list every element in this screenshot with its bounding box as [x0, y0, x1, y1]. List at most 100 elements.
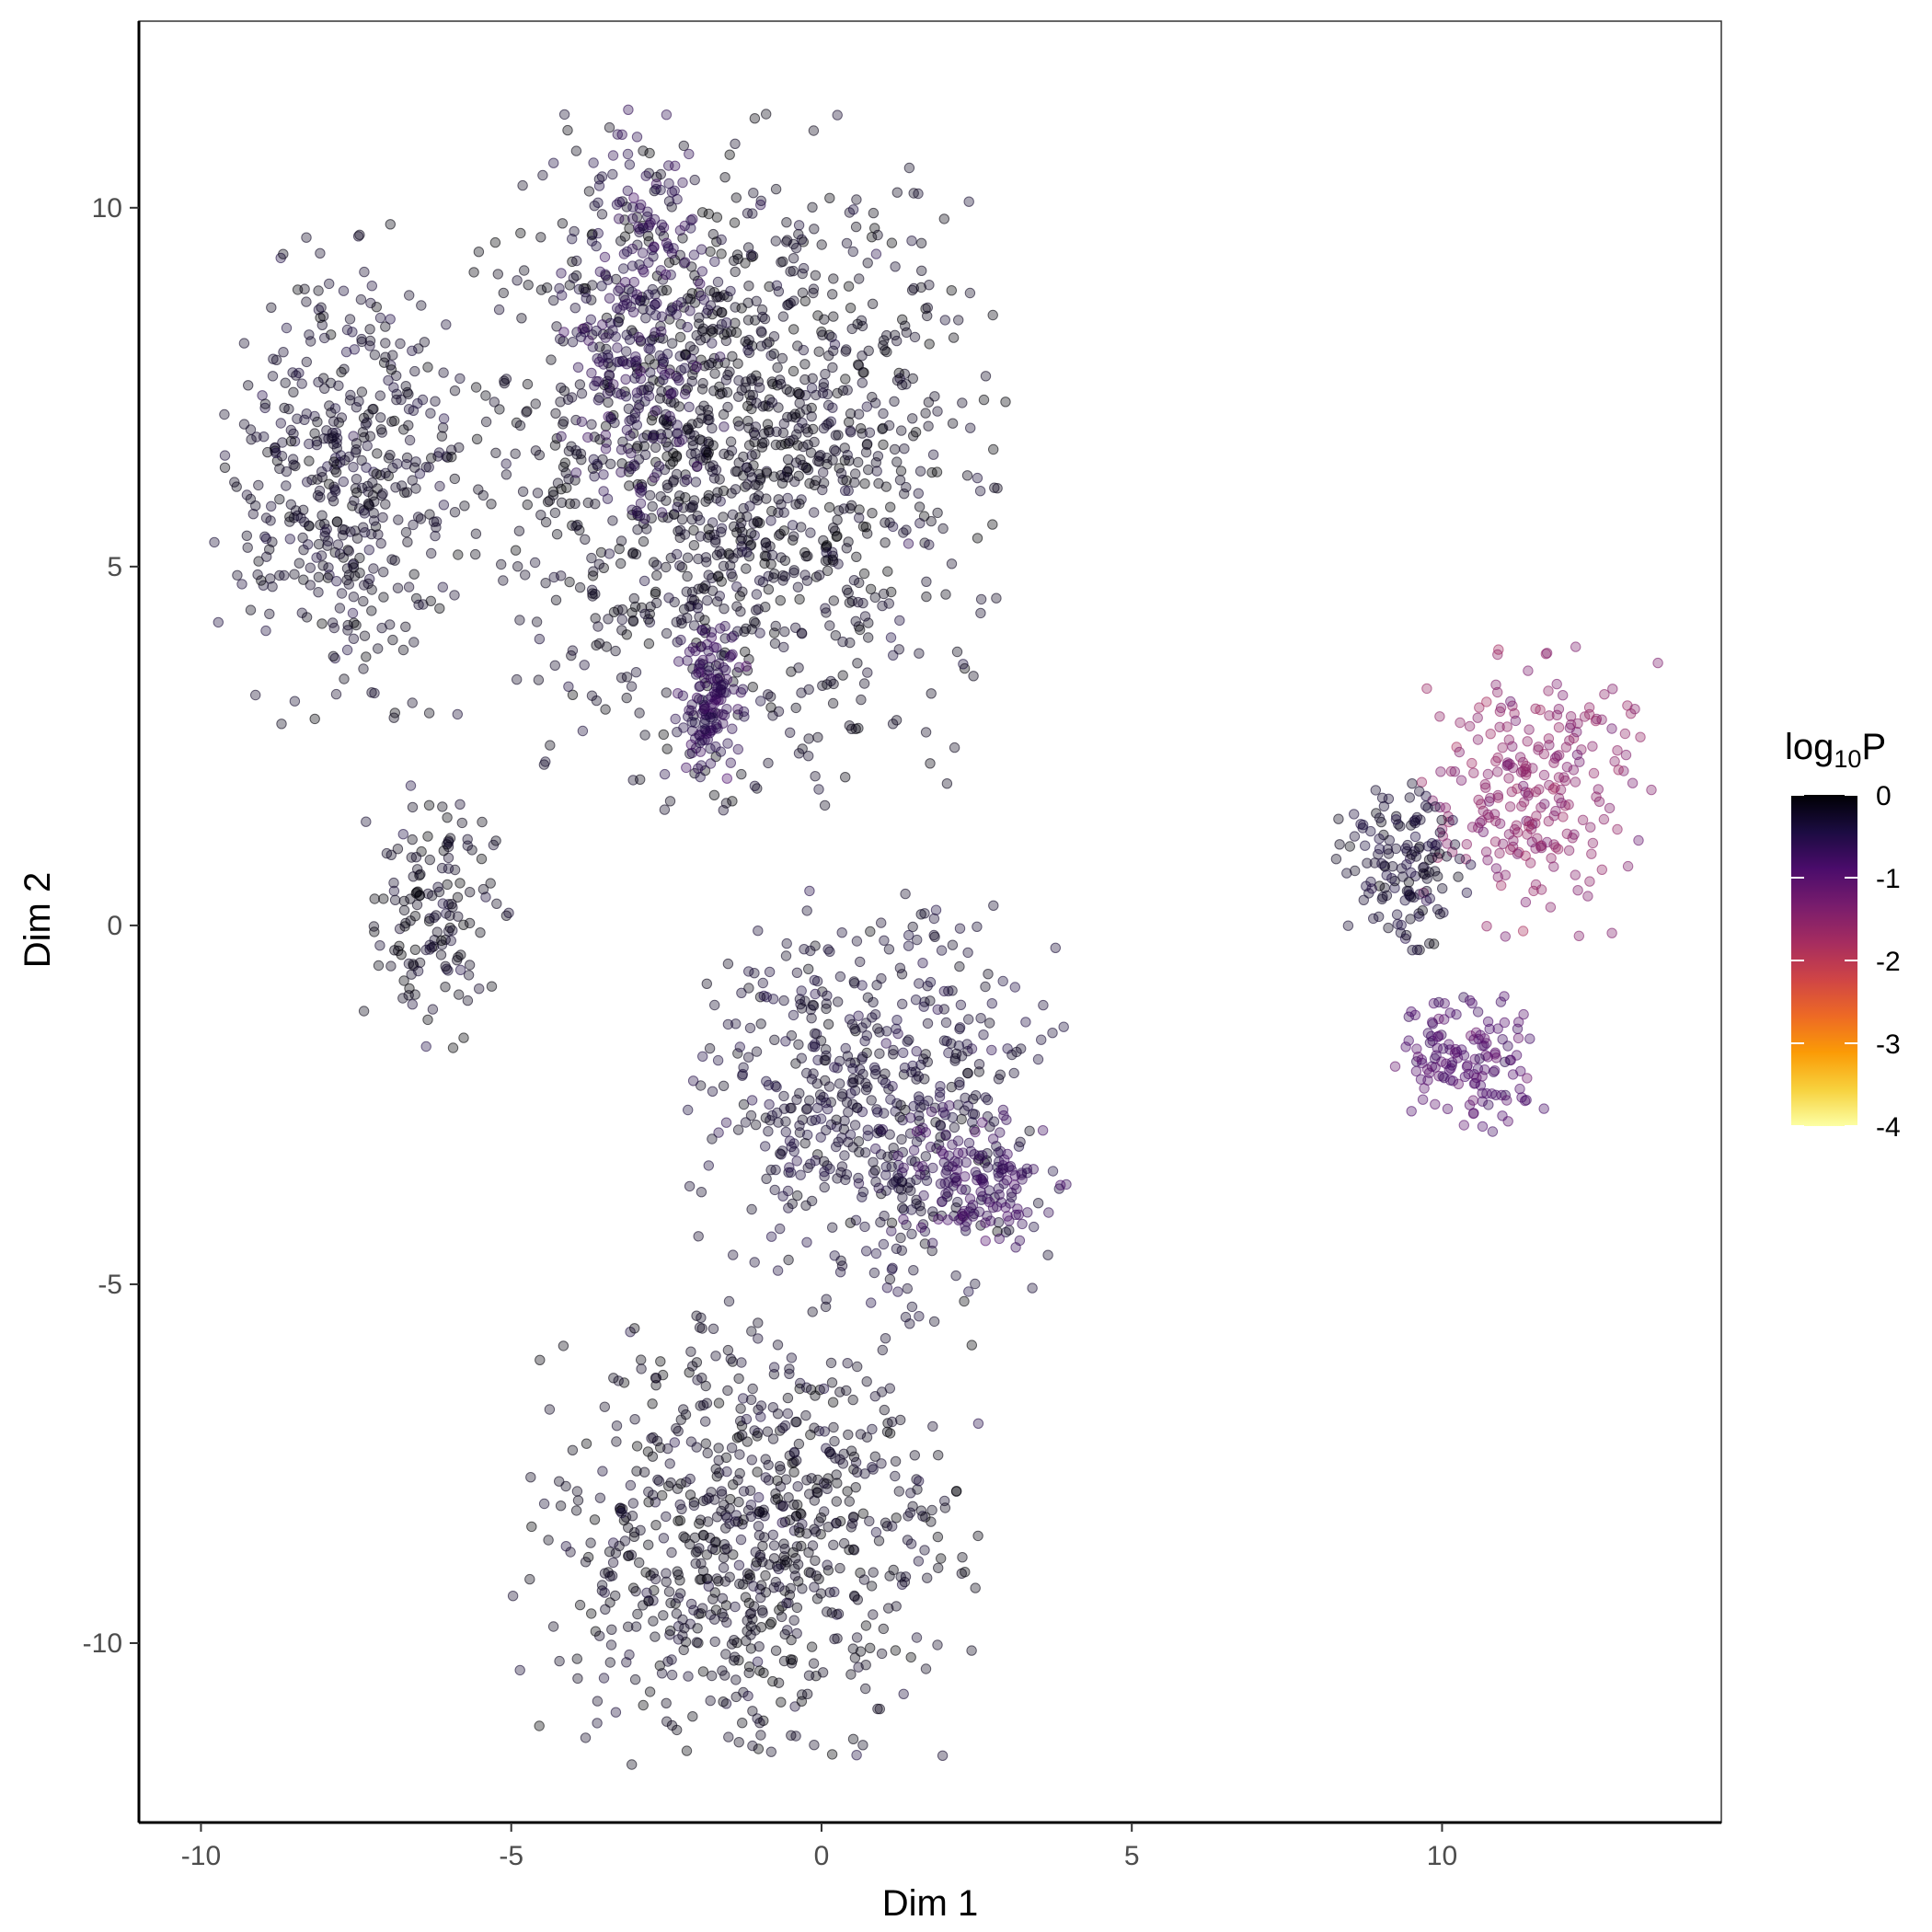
- point: [474, 983, 485, 995]
- point: [780, 1116, 791, 1127]
- point: [442, 812, 453, 823]
- point: [1002, 1211, 1013, 1222]
- point: [443, 837, 454, 848]
- point: [643, 289, 654, 300]
- point: [739, 626, 750, 638]
- point: [960, 1567, 971, 1578]
- point: [832, 531, 843, 542]
- point: [564, 576, 575, 588]
- point: [722, 738, 733, 749]
- point: [842, 1051, 854, 1062]
- point: [520, 569, 531, 581]
- point: [245, 493, 257, 505]
- point: [299, 283, 310, 294]
- point: [772, 1475, 783, 1487]
- point: [1422, 841, 1434, 852]
- point: [1490, 815, 1501, 827]
- point: [304, 329, 315, 340]
- point: [854, 512, 865, 523]
- point: [677, 233, 688, 244]
- point: [819, 799, 831, 811]
- point: [673, 656, 684, 667]
- point: [374, 390, 385, 401]
- point: [892, 1286, 903, 1297]
- point: [1548, 839, 1559, 850]
- point: [725, 436, 737, 447]
- point: [590, 499, 601, 510]
- point: [490, 447, 501, 458]
- point: [640, 313, 651, 324]
- point: [914, 501, 926, 512]
- point: [963, 1014, 974, 1025]
- point: [788, 324, 799, 335]
- point: [754, 1552, 765, 1563]
- point: [646, 415, 658, 426]
- point: [1017, 1218, 1028, 1230]
- point: [622, 148, 634, 160]
- point: [627, 213, 638, 224]
- point: [710, 1536, 721, 1547]
- point: [650, 1631, 661, 1642]
- point: [922, 310, 933, 322]
- point: [866, 232, 878, 243]
- point: [1521, 761, 1532, 772]
- point: [684, 148, 695, 160]
- point: [624, 334, 636, 345]
- point: [1516, 800, 1527, 812]
- point: [978, 1029, 989, 1041]
- point: [571, 1486, 583, 1497]
- point: [377, 512, 388, 523]
- point: [711, 1512, 723, 1523]
- point: [491, 898, 502, 909]
- point: [1428, 938, 1440, 949]
- point: [726, 650, 737, 661]
- point: [289, 569, 300, 580]
- point: [880, 537, 891, 548]
- point: [1535, 842, 1547, 854]
- point: [522, 499, 533, 511]
- point: [600, 443, 612, 454]
- point: [737, 586, 748, 597]
- point: [281, 322, 293, 334]
- point: [792, 440, 803, 451]
- point: [463, 970, 475, 981]
- point: [794, 1120, 805, 1132]
- point: [1400, 1041, 1411, 1052]
- point: [1635, 731, 1646, 742]
- point: [770, 1645, 782, 1656]
- point: [871, 980, 882, 991]
- point: [571, 255, 582, 267]
- point: [464, 917, 476, 929]
- point: [703, 447, 714, 458]
- point: [359, 508, 370, 519]
- point: [724, 1518, 735, 1529]
- point: [673, 428, 684, 439]
- point: [397, 829, 408, 840]
- point: [801, 1103, 813, 1114]
- point: [827, 697, 839, 709]
- point: [1609, 755, 1620, 767]
- point: [961, 1039, 972, 1050]
- point: [375, 412, 386, 423]
- point: [776, 477, 788, 489]
- point: [1009, 982, 1021, 993]
- point: [860, 1660, 871, 1671]
- point: [1058, 1021, 1069, 1032]
- point: [925, 976, 937, 988]
- point: [784, 1162, 795, 1173]
- point: [616, 129, 627, 141]
- point: [718, 718, 729, 729]
- point: [839, 454, 850, 466]
- point: [843, 587, 854, 599]
- point: [822, 452, 833, 464]
- point: [363, 545, 374, 556]
- point: [730, 327, 742, 339]
- point: [692, 1374, 703, 1386]
- point: [1472, 734, 1484, 745]
- point: [852, 658, 863, 669]
- point: [407, 697, 418, 708]
- point: [722, 369, 733, 381]
- point: [618, 300, 629, 311]
- point: [1466, 1030, 1477, 1041]
- point: [690, 1547, 702, 1558]
